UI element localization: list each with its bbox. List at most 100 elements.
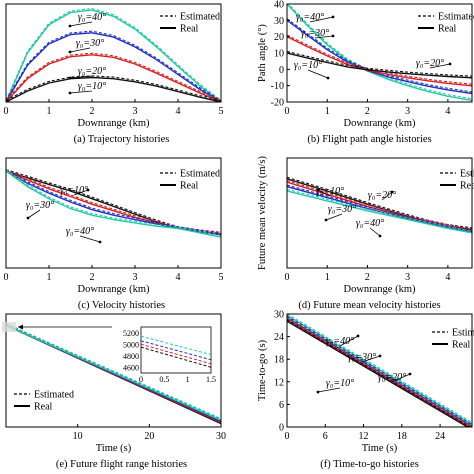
series-line-estimated: [287, 180, 472, 230]
annotation-label: γ₀=40°: [78, 12, 106, 23]
x-tick-label: 18: [397, 431, 407, 442]
x-tick-label: 4: [445, 272, 450, 283]
annotation-arrow: [69, 21, 93, 27]
annotation-arrow-head: [316, 390, 320, 394]
annotation-arrow-head: [331, 34, 335, 38]
annotation-arrow: [339, 335, 359, 347]
series-line-estimated: [6, 30, 221, 101]
annotation-arrow: [391, 373, 411, 383]
annotation-arrow: [325, 213, 343, 221]
x-axis-label: Time (s): [96, 443, 132, 454]
inset-series-line: [140, 343, 212, 365]
legend-label: Real: [452, 340, 471, 351]
x-axis-label: Downrange (km): [77, 118, 150, 129]
annotation-arrow: [69, 75, 93, 79]
x-tick-label: 3: [133, 272, 138, 283]
series-line-estimated: [287, 188, 472, 232]
x-tick-label: 6: [323, 431, 328, 442]
legend-label: Real: [34, 402, 53, 413]
plot-frame: [5, 313, 222, 428]
annotation-arrow: [309, 16, 334, 23]
series-3: [6, 75, 221, 102]
annotation-arrow-head: [356, 334, 360, 338]
x-tick-label: 1: [325, 272, 330, 283]
panel-caption: (f) Time-to-go histories: [320, 459, 419, 470]
x-tick-label: 5: [219, 106, 224, 117]
series-line-estimated: [287, 317, 472, 427]
annotation-label: γ₀=30°: [301, 28, 329, 39]
annotation-arrow-head: [68, 50, 72, 54]
annotation-arrow: [307, 69, 329, 79]
annotation-label: γ₀=10°: [294, 60, 322, 71]
y-tick-label: 0: [279, 65, 284, 76]
x-tick-label: 3: [405, 106, 410, 117]
inset-series-line: [140, 335, 212, 356]
inset-y-tick-label: 4800: [123, 352, 139, 361]
zoom-arrow-head: [18, 324, 23, 330]
plot-frame: [5, 3, 222, 103]
annotation-arrow: [381, 191, 393, 201]
series-line-estimated: [287, 50, 472, 77]
annotation-arrow: [317, 189, 331, 197]
x-tick-label: 0: [285, 106, 290, 117]
annotation-arrow-head: [326, 76, 330, 80]
annotation-label: γ₀=40°: [296, 12, 324, 23]
annotation-label: γ₀=30°: [328, 204, 356, 215]
annotation-label: γ₀=20°: [368, 190, 396, 201]
series-3: [287, 50, 472, 79]
inset: 0 0.5 1 1.5 4600 4800 5000 5200: [2, 322, 216, 384]
series-3: [287, 188, 472, 234]
x-tick-label: 5: [219, 272, 224, 283]
series-line-estimated: [287, 314, 472, 423]
annotation-label: γ₀=10°: [316, 186, 344, 197]
series-line-real: [287, 52, 472, 79]
series-line-real: [6, 32, 221, 102]
legend-label: Real: [460, 181, 474, 192]
series-line-estimated: [6, 7, 221, 101]
series-3: [6, 323, 221, 421]
y-tick-label: 10: [274, 49, 284, 60]
y-tick-label: 30: [274, 310, 284, 321]
annotation-arrow-head: [390, 190, 394, 194]
series-line-real: [6, 54, 221, 102]
y-tick-label: 30: [274, 16, 284, 27]
series-3: [287, 319, 472, 427]
inset-x-tick-label: 0.5: [159, 375, 169, 384]
x-tick-label: 0: [4, 272, 9, 283]
plot-frame: [286, 313, 473, 428]
x-tick-label: 2: [90, 106, 95, 117]
x-tick-label: 20: [144, 431, 154, 442]
x-tick-label: 3: [133, 106, 138, 117]
series-line-real: [287, 19, 472, 95]
x-tick-label: 24: [435, 431, 445, 442]
series-1: [6, 30, 221, 102]
y-tick-label: 6: [279, 400, 284, 411]
legend-label: Real: [180, 181, 199, 192]
x-tick-label: 4: [176, 106, 181, 117]
panel-d: 0 1 2 3 4 Downrange (km) Future mean velocity …: [257, 155, 474, 311]
x-axis-label: Downrange (km): [77, 284, 150, 295]
annotation-label: γ₀=10°: [78, 81, 106, 92]
annotation-label: γ₀=30°: [76, 38, 104, 49]
series-line-estimated: [287, 319, 472, 427]
y-tick-label: -20: [271, 98, 284, 109]
annotation-arrow-head: [98, 240, 102, 244]
annotation-arrow: [361, 355, 381, 363]
y-tick-label: -10: [271, 81, 284, 92]
annotation-arrow-head: [378, 234, 382, 238]
zoom-region-marker: [2, 322, 16, 332]
y-axis-label: Future mean velocity (m/s): [257, 155, 268, 270]
series-line-estimated: [6, 169, 221, 237]
annotation-arrow: [317, 387, 341, 393]
y-tick-label: 12: [274, 377, 284, 388]
panel-f: 0 6 12 18 24 0 6 12 18 24 30 Time (s) Time-to-go (s)…: [257, 310, 474, 471]
panel-caption: (c) Velocity histories: [78, 300, 165, 311]
series-line-real: [287, 4, 472, 102]
x-axis-label: Downrange (km): [343, 284, 416, 295]
series-line-estimated: [6, 169, 221, 234]
series-line-real: [287, 320, 469, 427]
x-tick-label: 12: [359, 431, 369, 442]
